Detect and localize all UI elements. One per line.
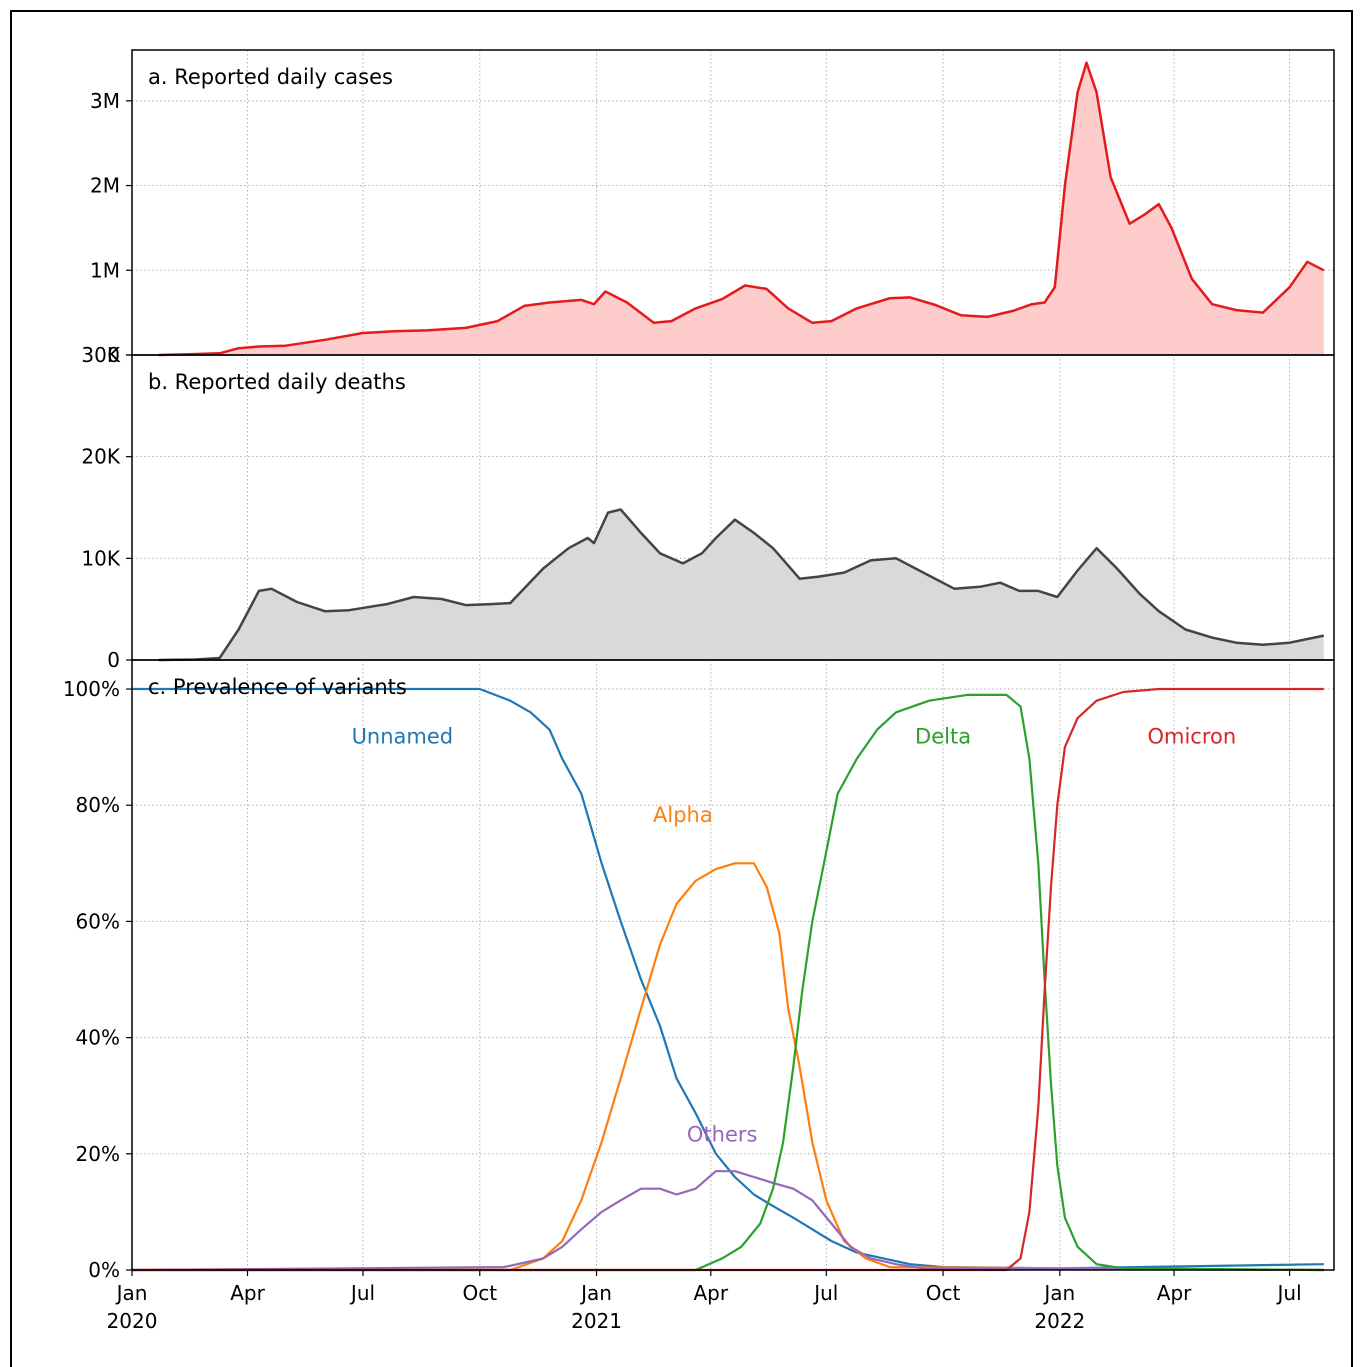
y-tick-label: 0 — [107, 648, 120, 672]
y-tick-label: 2M — [90, 174, 120, 198]
y-tick-label: 0 — [107, 343, 120, 367]
area-line — [158, 508, 1325, 662]
y-tick-label: 30K — [81, 343, 120, 367]
x-tick-label: Apr — [1157, 1281, 1192, 1305]
x-tick-label: Oct — [462, 1281, 497, 1305]
x-tick-label: Jul — [1276, 1281, 1302, 1305]
x-tick-label: Jan — [115, 1281, 148, 1305]
panel-title: a. Reported daily cases — [148, 65, 393, 89]
panel-border — [131, 659, 1335, 1271]
y-tick-label: 20K — [81, 445, 120, 469]
x-tick-label: Apr — [693, 1281, 728, 1305]
y-tick-label: 60% — [76, 909, 120, 933]
x-tick-label: 2021 — [571, 1309, 622, 1333]
x-tick-label: Jul — [812, 1281, 838, 1305]
variant-label-others: Others — [687, 1122, 758, 1146]
area-fill — [158, 62, 1324, 355]
variant-label-unnamed: Unnamed — [352, 725, 454, 749]
x-tick-label: 2022 — [1034, 1309, 1085, 1333]
figure-frame — [10, 10, 1353, 1367]
y-tick-label: 10K — [81, 546, 120, 570]
area-line — [158, 61, 1325, 357]
y-tick-label: 0% — [88, 1258, 120, 1282]
y-tick-label: 100% — [63, 677, 120, 701]
y-tick-label: 3M — [90, 89, 120, 113]
series-line-alpha — [132, 862, 1324, 1272]
series-line-unnamed — [132, 687, 1324, 1270]
y-tick-label: 1M — [90, 258, 120, 282]
variant-label-omicron: Omicron — [1147, 725, 1236, 749]
x-tick-label: Jan — [1042, 1281, 1075, 1305]
y-tick-label: 20% — [76, 1142, 120, 1166]
x-tick-label: Jan — [579, 1281, 612, 1305]
series-line-omicron — [132, 687, 1324, 1272]
y-tick-label: 40% — [76, 1026, 120, 1050]
variant-label-delta: Delta — [915, 725, 971, 749]
x-tick-label: Oct — [926, 1281, 961, 1305]
series-line-delta — [132, 693, 1324, 1272]
panel-title: c. Prevalence of variants — [148, 675, 407, 699]
x-tick-label: Apr — [230, 1281, 265, 1305]
area-fill — [158, 509, 1324, 660]
series-line-others — [131, 1170, 1324, 1272]
panel-title: b. Reported daily deaths — [148, 370, 406, 394]
x-tick-label: 2020 — [107, 1309, 158, 1333]
y-tick-label: 80% — [76, 793, 120, 817]
x-tick-label: Jul — [349, 1281, 375, 1305]
variant-label-alpha: Alpha — [653, 803, 713, 827]
